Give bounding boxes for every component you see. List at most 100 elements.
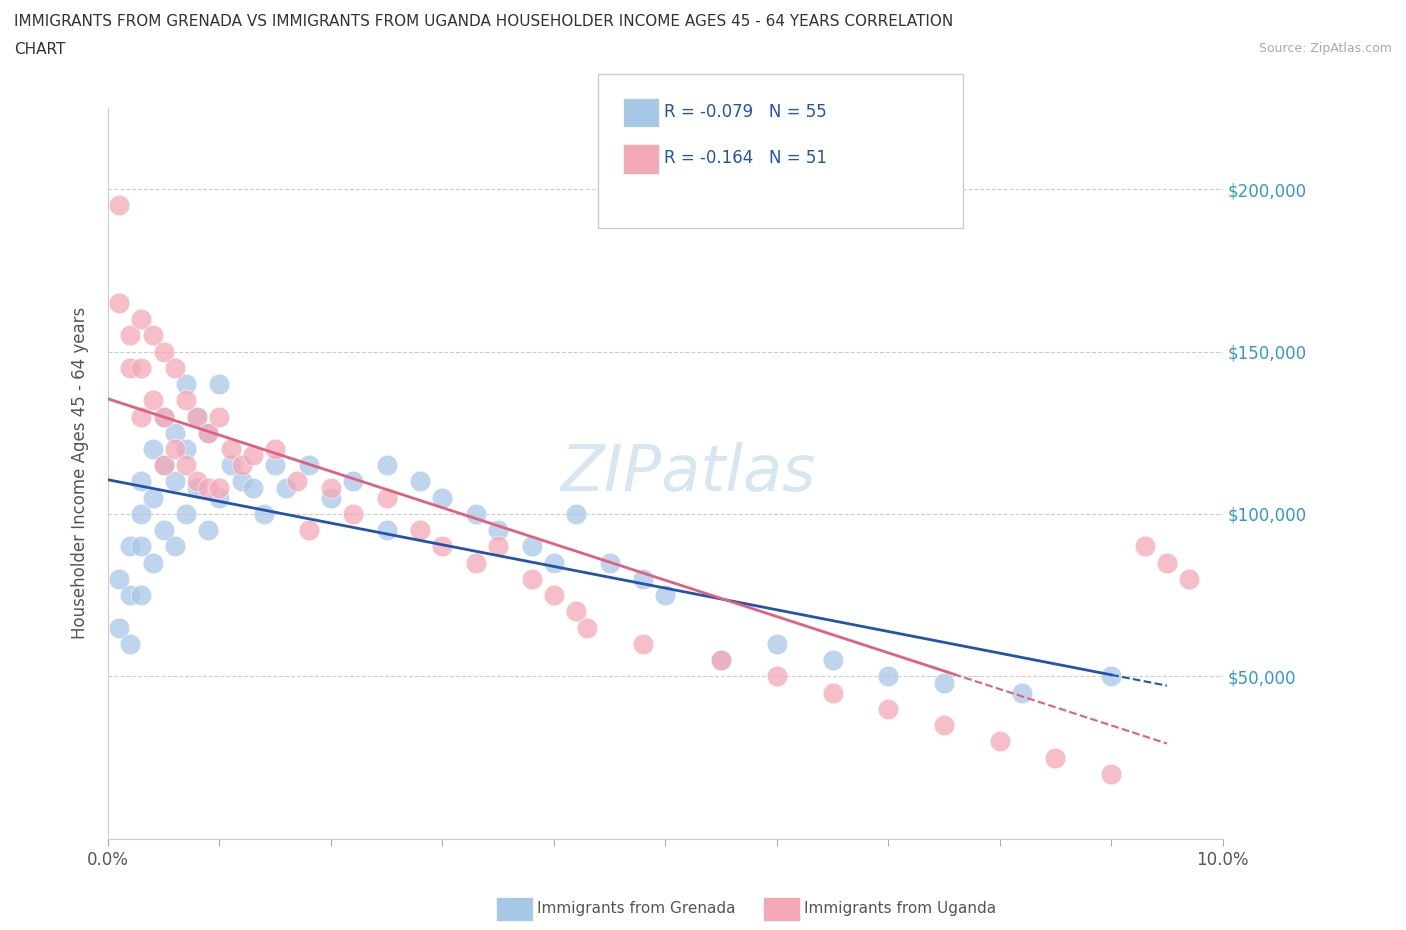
Point [1011,685,1033,700]
Point [1099,669,1122,684]
Point [287,474,309,489]
Point [599,555,621,570]
Point [142,392,165,407]
Point [231,458,253,472]
Point [821,685,844,700]
Point [131,588,153,603]
Point [120,539,142,554]
Point [319,490,342,505]
Point [486,523,509,538]
Point [242,448,264,463]
Point [877,701,900,716]
Point [186,481,208,496]
Point [1133,539,1156,554]
Point [152,458,174,472]
Point [631,571,654,586]
Point [765,636,787,651]
Point [163,360,186,375]
Point [197,523,219,538]
Point [765,669,787,684]
Point [152,409,174,424]
Point [120,588,142,603]
Point [163,442,186,457]
Point [565,507,588,522]
Point [298,523,321,538]
Point [654,588,676,603]
Point [988,734,1011,749]
Y-axis label: Householder Income Ages 45 - 64 years: Householder Income Ages 45 - 64 years [72,307,89,640]
Point [108,296,131,311]
Point [174,507,197,522]
Point [131,507,153,522]
Point [409,474,432,489]
Text: R = -0.164   N = 51: R = -0.164 N = 51 [664,149,827,167]
Point [120,636,142,651]
Point [543,555,565,570]
Point [375,523,398,538]
Point [319,481,342,496]
Point [208,481,231,496]
Point [409,523,432,538]
Point [174,442,197,457]
Point [242,481,264,496]
Point [197,425,219,440]
Point [186,474,208,489]
Text: Immigrants from Grenada: Immigrants from Grenada [537,901,735,916]
Text: Source: ZipAtlas.com: Source: ZipAtlas.com [1258,42,1392,55]
Point [298,458,321,472]
Point [932,718,955,733]
Point [152,409,174,424]
Point [877,669,900,684]
Point [1099,766,1122,781]
Point [131,539,153,554]
Point [543,588,565,603]
Point [142,490,165,505]
Point [375,490,398,505]
Point [152,458,174,472]
Point [1178,571,1201,586]
Point [342,507,364,522]
Point [710,653,733,668]
Point [108,620,131,635]
Point [432,539,454,554]
Text: R = -0.079   N = 55: R = -0.079 N = 55 [664,102,827,121]
Point [208,490,231,505]
Point [186,409,208,424]
Point [821,653,844,668]
Point [253,507,276,522]
Point [131,360,153,375]
Point [197,481,219,496]
Point [208,409,231,424]
Point [197,425,219,440]
Point [108,571,131,586]
Text: Immigrants from Uganda: Immigrants from Uganda [804,901,997,916]
Point [1045,751,1067,765]
Point [432,490,454,505]
Point [131,312,153,326]
Point [120,328,142,343]
Point [152,344,174,359]
Point [710,653,733,668]
Point [1156,555,1178,570]
Point [131,474,153,489]
Point [264,442,287,457]
Point [108,198,131,213]
Point [163,425,186,440]
Point [520,571,543,586]
Point [464,555,486,570]
Point [142,442,165,457]
Point [486,539,509,554]
Text: IMMIGRANTS FROM GRENADA VS IMMIGRANTS FROM UGANDA HOUSEHOLDER INCOME AGES 45 - 6: IMMIGRANTS FROM GRENADA VS IMMIGRANTS FR… [14,14,953,29]
Point [163,474,186,489]
Point [932,675,955,690]
Point [264,458,287,472]
Point [276,481,298,496]
Point [174,392,197,407]
Point [565,604,588,618]
Point [219,442,242,457]
Point [375,458,398,472]
Point [342,474,364,489]
Text: ZIPatlas: ZIPatlas [560,443,815,504]
Point [152,523,174,538]
Point [142,328,165,343]
